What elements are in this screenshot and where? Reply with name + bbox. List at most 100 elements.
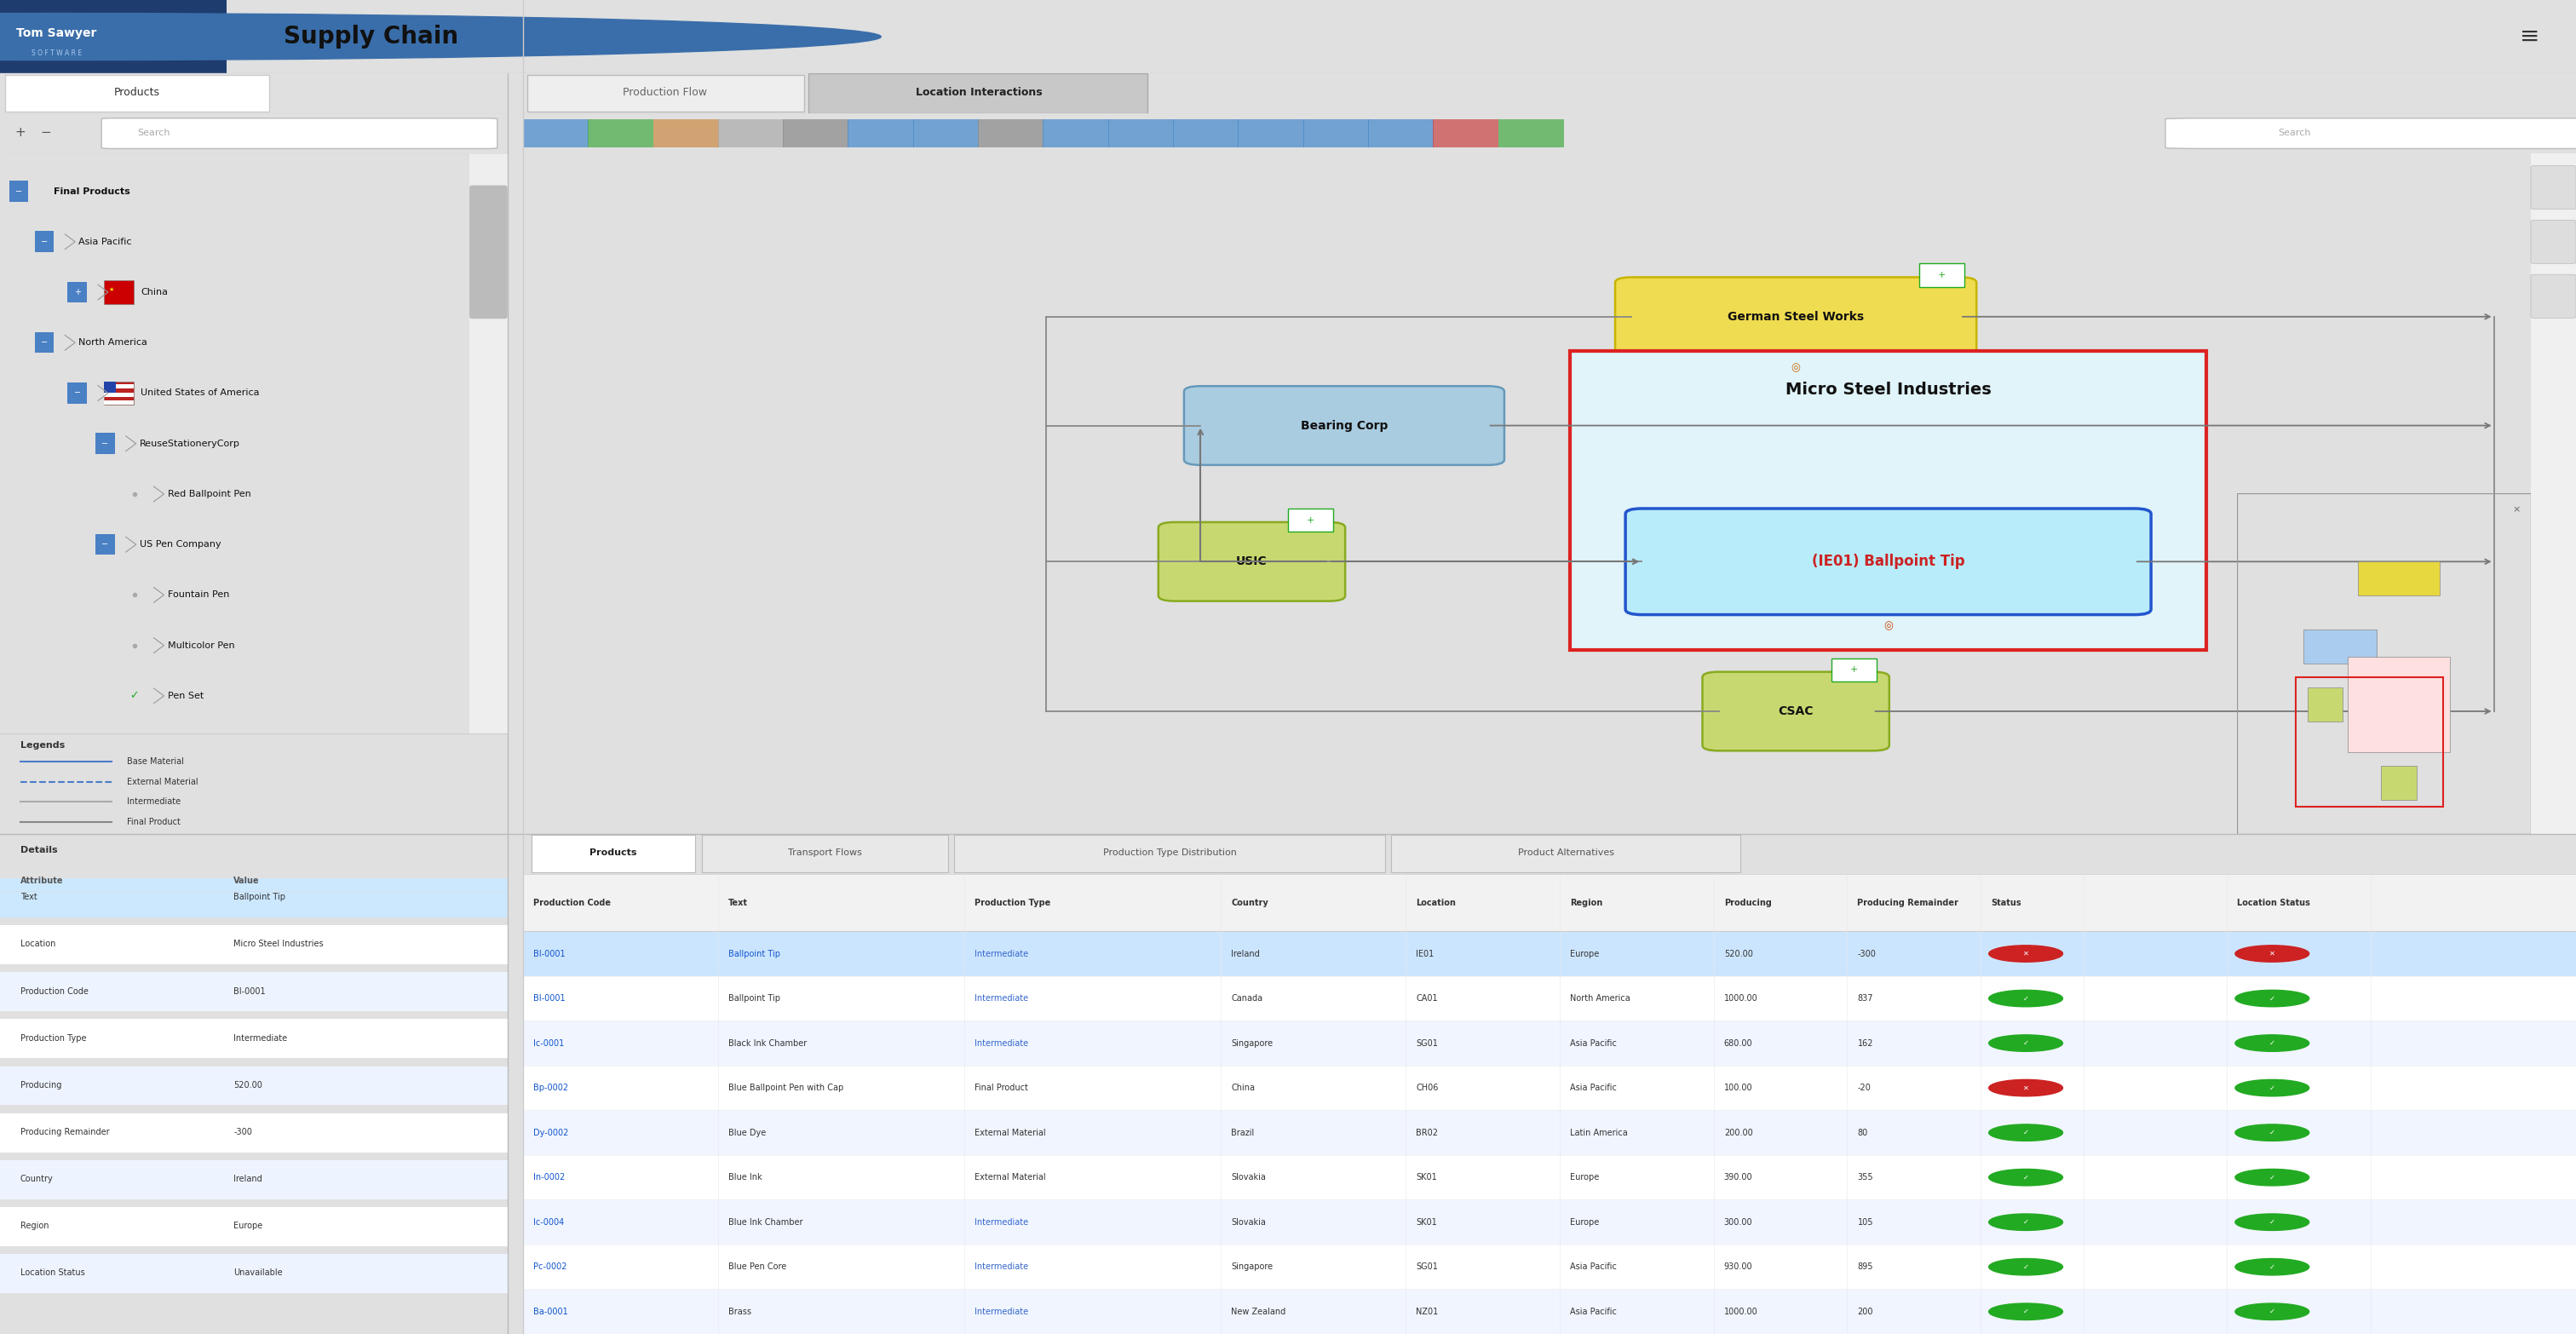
Text: China: China [1231, 1083, 1255, 1093]
Text: ✓: ✓ [2269, 995, 2275, 1002]
FancyBboxPatch shape [2530, 153, 2576, 834]
FancyBboxPatch shape [0, 0, 227, 73]
Text: United States of America: United States of America [142, 388, 260, 398]
Text: Producing Remainder: Producing Remainder [21, 1127, 108, 1137]
FancyBboxPatch shape [95, 434, 116, 454]
Text: 520.00: 520.00 [1723, 950, 1752, 958]
Text: 80: 80 [1857, 1129, 1868, 1137]
Text: North America: North America [1569, 994, 1631, 1003]
Text: Ic-0004: Ic-0004 [533, 1218, 564, 1226]
FancyBboxPatch shape [10, 181, 28, 201]
Text: +: + [75, 288, 80, 296]
Text: 895: 895 [1857, 1262, 1873, 1271]
Text: German Steel Works: German Steel Works [1728, 311, 1865, 323]
Text: Micro Steel Industries: Micro Steel Industries [234, 940, 325, 948]
Text: Ic-0001: Ic-0001 [533, 1039, 564, 1047]
Text: 837: 837 [1857, 994, 1873, 1003]
Circle shape [1989, 1303, 2063, 1319]
Text: Country: Country [21, 1175, 54, 1183]
Text: Region: Region [21, 1222, 49, 1230]
Text: Canada: Canada [1231, 994, 1262, 1003]
FancyBboxPatch shape [719, 119, 783, 148]
Text: Fountain Pen: Fountain Pen [167, 591, 229, 599]
Circle shape [0, 13, 881, 60]
FancyBboxPatch shape [2357, 562, 2439, 596]
Text: Producing: Producing [1723, 899, 1772, 907]
FancyBboxPatch shape [0, 1066, 507, 1105]
Text: Intermediate: Intermediate [234, 1034, 286, 1042]
Text: 200: 200 [1857, 1307, 1873, 1315]
Text: Production Type: Production Type [974, 899, 1051, 907]
Text: Singapore: Singapore [1231, 1039, 1273, 1047]
Text: Ireland: Ireland [1231, 950, 1260, 958]
Text: Blue Pen Core: Blue Pen Core [729, 1262, 786, 1271]
Text: Region: Region [1569, 899, 1602, 907]
Text: 1000.00: 1000.00 [1723, 994, 1757, 1003]
FancyBboxPatch shape [469, 185, 507, 319]
Circle shape [1989, 946, 2063, 962]
FancyBboxPatch shape [1625, 508, 2151, 615]
FancyBboxPatch shape [1832, 658, 1878, 682]
Text: BI-0001: BI-0001 [533, 950, 564, 958]
FancyBboxPatch shape [103, 382, 134, 404]
FancyBboxPatch shape [1391, 835, 1741, 872]
FancyBboxPatch shape [0, 1019, 507, 1058]
FancyBboxPatch shape [2530, 220, 2576, 264]
FancyBboxPatch shape [0, 972, 507, 1011]
Text: −: − [41, 237, 46, 245]
Text: External Material: External Material [126, 778, 198, 786]
Text: Products: Products [113, 87, 160, 99]
FancyBboxPatch shape [523, 874, 2576, 931]
Text: Europe: Europe [1569, 950, 1600, 958]
Text: NZ01: NZ01 [1417, 1307, 1437, 1315]
Text: Production Flow: Production Flow [623, 87, 706, 99]
FancyBboxPatch shape [523, 1289, 2576, 1334]
FancyBboxPatch shape [100, 119, 497, 148]
Text: ★: ★ [108, 287, 113, 292]
Text: BR02: BR02 [1417, 1129, 1437, 1137]
Circle shape [2236, 1125, 2308, 1141]
FancyBboxPatch shape [1615, 277, 1976, 356]
Circle shape [2236, 1169, 2308, 1186]
FancyBboxPatch shape [103, 384, 134, 388]
Text: Tom Sawyer: Tom Sawyer [15, 27, 98, 39]
Text: Dy-0002: Dy-0002 [533, 1129, 569, 1137]
Text: 355: 355 [1857, 1173, 1873, 1182]
Text: (IE01) Ballpoint Tip: (IE01) Ballpoint Tip [1811, 554, 1965, 570]
Circle shape [2236, 1258, 2308, 1275]
Circle shape [1989, 990, 2063, 1007]
FancyBboxPatch shape [5, 75, 268, 112]
Text: 200.00: 200.00 [1723, 1129, 1752, 1137]
Text: Blue Ballpoint Pen with Cap: Blue Ballpoint Pen with Cap [729, 1083, 842, 1093]
Text: ✓: ✓ [2269, 1174, 2275, 1181]
Circle shape [1989, 1035, 2063, 1051]
Text: BI-0001: BI-0001 [234, 987, 265, 995]
Text: SK01: SK01 [1417, 1173, 1437, 1182]
Text: External Material: External Material [974, 1129, 1046, 1137]
Text: 1000.00: 1000.00 [1723, 1307, 1757, 1315]
FancyBboxPatch shape [523, 976, 2576, 1021]
FancyBboxPatch shape [103, 400, 134, 404]
Text: ✓: ✓ [2269, 1039, 2275, 1047]
Text: North America: North America [80, 339, 147, 347]
Text: Blue Ink: Blue Ink [729, 1173, 762, 1182]
Text: ✓: ✓ [2269, 1307, 2275, 1315]
Text: Transport Flows: Transport Flows [788, 848, 863, 858]
FancyBboxPatch shape [2303, 630, 2378, 663]
Text: Intermediate: Intermediate [126, 798, 180, 806]
Text: External Material: External Material [974, 1173, 1046, 1182]
Text: ✕: ✕ [2022, 950, 2030, 958]
FancyBboxPatch shape [1159, 522, 1345, 602]
FancyBboxPatch shape [103, 392, 134, 396]
Text: Location: Location [1417, 899, 1455, 907]
FancyBboxPatch shape [103, 280, 134, 304]
FancyBboxPatch shape [2530, 275, 2576, 317]
Circle shape [2236, 946, 2308, 962]
Text: ✓: ✓ [2269, 1129, 2275, 1137]
Text: Europe: Europe [1569, 1218, 1600, 1226]
FancyBboxPatch shape [523, 1021, 2576, 1066]
Text: Production Code: Production Code [533, 899, 611, 907]
FancyBboxPatch shape [1043, 119, 1108, 148]
Text: Production Type Distribution: Production Type Distribution [1103, 848, 1236, 858]
FancyBboxPatch shape [0, 1161, 507, 1199]
